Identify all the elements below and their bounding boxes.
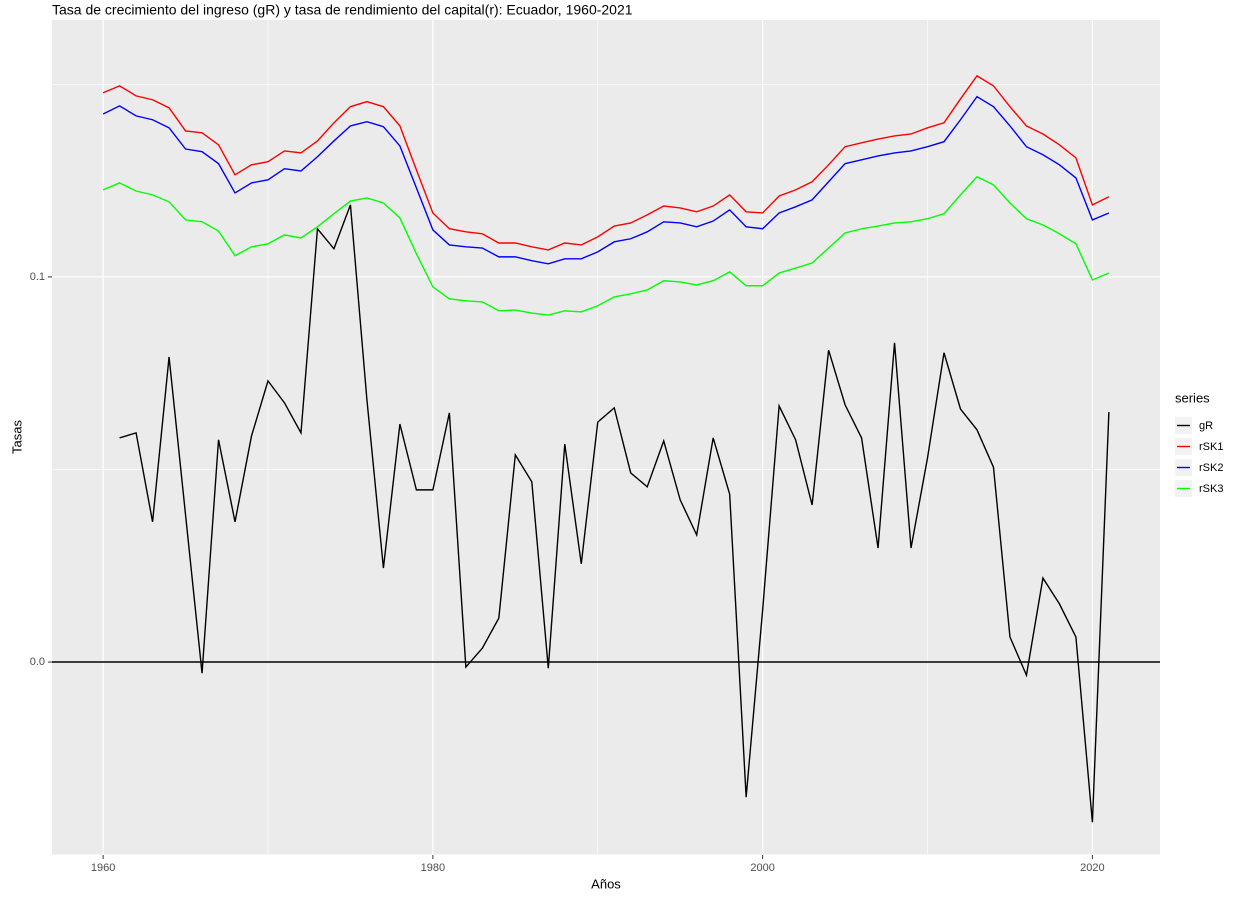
plot-panel xyxy=(52,20,1160,855)
legend-label: rSK1 xyxy=(1199,441,1223,453)
x-tick-label: 2000 xyxy=(750,862,774,874)
legend-label: rSK2 xyxy=(1199,462,1223,474)
x-tick-label: 1960 xyxy=(91,862,115,874)
chart-title: Tasa de crecimiento del ingreso (gR) y t… xyxy=(52,2,633,18)
x-axis-label: Años xyxy=(591,876,621,891)
series-line xyxy=(119,204,1110,823)
marks xyxy=(52,74,1160,823)
series-line xyxy=(102,74,1110,251)
legend: series gR rSK1 rSK2 rSK3 xyxy=(1175,390,1223,497)
x-tick-label: 2020 xyxy=(1080,862,1104,874)
series-line xyxy=(102,175,1110,316)
legend-label: rSK3 xyxy=(1199,483,1223,495)
y-axis-label: Tasas xyxy=(9,420,24,454)
y-tick-label: 0.0 xyxy=(30,656,45,668)
legend-title: series xyxy=(1175,390,1210,405)
x-tick-label: 1980 xyxy=(421,862,445,874)
legend-label: gR xyxy=(1199,420,1213,432)
y-tick-label: 0.1 xyxy=(30,271,45,283)
series-line xyxy=(102,95,1110,265)
